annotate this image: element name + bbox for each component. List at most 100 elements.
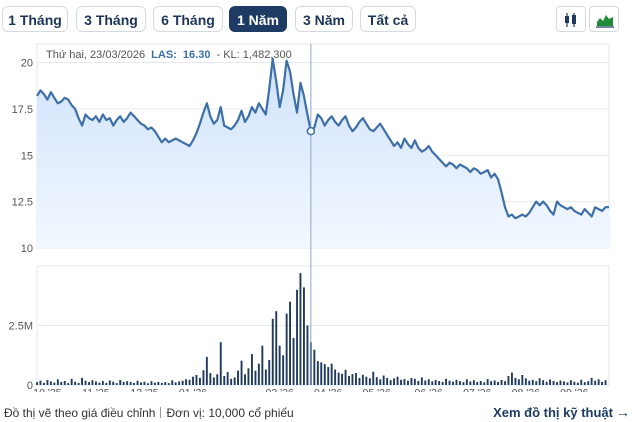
volume-bar <box>434 380 437 385</box>
volume-bar <box>147 383 149 385</box>
volume-bar <box>119 380 122 385</box>
volume-bar <box>199 377 201 385</box>
volume-bar <box>174 382 177 385</box>
volume-bar <box>556 382 558 385</box>
volume-bar <box>181 380 184 385</box>
range-button-all[interactable]: Tất cả <box>360 6 416 32</box>
volume-bar <box>542 380 545 385</box>
volume-bar <box>43 382 45 385</box>
volume-bar <box>375 377 378 385</box>
volume-bar <box>36 382 38 385</box>
volume-bar <box>167 383 170 385</box>
volume-bar <box>143 381 146 385</box>
area-chart-button[interactable] <box>589 6 619 32</box>
volume-bar <box>108 380 111 385</box>
price-volume-chart: 20 17.5 15 12.5 10 2.5M 0 10 '25 11 '25 12 '25 01… <box>9 43 610 392</box>
volume-bar <box>105 382 108 385</box>
arrow-right-icon: → <box>616 404 630 420</box>
volume-bar <box>361 374 364 385</box>
volume-bar <box>497 381 499 385</box>
price-tick-label: 12.5 <box>12 197 33 209</box>
volume-bar <box>469 381 472 385</box>
volume-bar <box>160 382 163 385</box>
volume-bar <box>285 313 288 385</box>
volume-bar <box>528 380 531 385</box>
volume-bar <box>396 376 399 385</box>
volume-bar <box>455 379 458 385</box>
volume-bar <box>355 373 357 385</box>
volume-bar <box>344 369 347 385</box>
x-tick-label: 10 '25 <box>33 387 61 392</box>
volume-bar <box>427 379 430 385</box>
volume-bar <box>257 363 260 385</box>
volume-bar <box>559 380 562 385</box>
volume-bar <box>330 363 333 385</box>
volume-bar <box>292 337 295 385</box>
volume-bar <box>358 377 361 385</box>
volume-bar <box>178 381 181 385</box>
volume-bar <box>566 382 569 385</box>
volume-bar <box>445 378 447 385</box>
volume-bar <box>601 381 603 385</box>
volume-bar <box>462 382 465 385</box>
volume-bar <box>268 360 271 385</box>
volume-bar <box>49 381 52 385</box>
volume-bar <box>164 382 167 385</box>
volume-bar <box>476 381 479 385</box>
range-button-1-year[interactable]: 1 Năm <box>229 6 287 32</box>
volume-bar <box>39 380 42 385</box>
volume-bar <box>424 380 427 385</box>
volume-bar <box>63 381 66 385</box>
volume-bar <box>400 379 402 385</box>
volume-bar <box>112 381 115 385</box>
volume-bar <box>594 380 597 385</box>
volume-bar <box>337 372 340 385</box>
tooltip-las-value: 16.30 <box>183 49 211 61</box>
volume-bar <box>448 380 451 385</box>
range-button-1-month[interactable]: 1 Tháng <box>2 6 68 32</box>
volume-bar <box>313 349 316 385</box>
volume-bar <box>379 379 382 385</box>
volume-bar <box>403 379 406 385</box>
volume-bar <box>438 381 441 385</box>
volume-bar <box>372 371 375 385</box>
volume-bar <box>323 364 326 385</box>
volume-bar <box>282 355 285 386</box>
volume-bar <box>348 376 350 385</box>
volume-bar <box>472 380 475 385</box>
volume-bar <box>486 379 489 385</box>
volume-bar <box>351 374 354 385</box>
volume-bar <box>334 369 337 385</box>
x-tick-label: 08 '26 <box>512 387 540 392</box>
volume-bar <box>493 380 496 385</box>
volume-bar <box>275 311 278 385</box>
volume-bar <box>545 381 548 385</box>
volume-bar <box>504 381 506 385</box>
candlestick-chart-button[interactable] <box>556 6 586 32</box>
volume-bar <box>219 342 222 385</box>
range-button-6-months[interactable]: 6 Tháng <box>153 6 223 32</box>
x-tick-label: 01 '26 <box>179 387 207 392</box>
volume-bar <box>507 376 510 385</box>
x-tick-label: 09 '26 <box>560 387 588 392</box>
volume-bar <box>327 367 330 385</box>
volume-bar <box>84 380 87 385</box>
tooltip-volume: - KL: 1,482,300 <box>217 49 292 61</box>
range-button-3-months[interactable]: 3 Tháng <box>76 6 146 32</box>
technical-chart-link[interactable]: Xem đồ thị kỹ thuật → <box>493 404 630 420</box>
range-button-3-years[interactable]: 3 Năm <box>295 6 353 32</box>
tooltip-date: Thứ hai, 23/03/2026 <box>46 49 145 61</box>
price-line <box>36 57 609 220</box>
volume-bar <box>531 379 534 385</box>
volume-bar <box>223 376 226 385</box>
volume-bar <box>195 375 198 385</box>
volume-bar <box>171 380 174 385</box>
volume-bar <box>382 375 385 385</box>
volume-tick-label: 2.5M <box>9 321 33 333</box>
x-tick-label: 11 '25 <box>82 387 110 392</box>
volume-bar <box>101 381 104 385</box>
volume-bar <box>192 376 194 385</box>
volume-bar <box>157 381 160 385</box>
chart-footnote: Đồ thị vẽ theo giá điều chỉnh Đơn vị: 10,… <box>4 406 294 420</box>
toolbar: 1 Tháng 3 Tháng 6 Tháng 1 Năm 3 Năm Tất … <box>0 6 640 34</box>
